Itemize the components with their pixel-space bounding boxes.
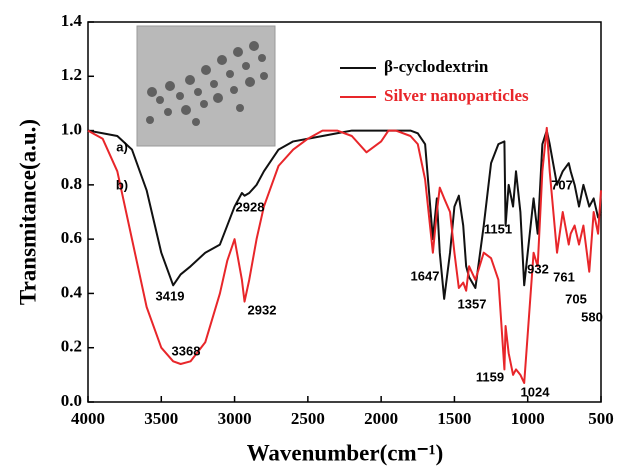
annotation: 580	[581, 309, 603, 324]
annotation: 705	[565, 291, 587, 306]
series-line	[88, 131, 601, 299]
y-tick-label: 0.0	[61, 391, 82, 410]
x-tick-label: 2500	[291, 409, 325, 428]
legend-label: β-cyclodextrin	[384, 57, 489, 76]
annotation: 761	[553, 269, 575, 284]
series-line	[88, 128, 601, 383]
annotation: 932	[527, 261, 549, 276]
y-tick-label: 0.4	[61, 282, 83, 301]
x-tick-label: 1000	[511, 409, 545, 428]
y-tick-label: 0.2	[61, 337, 82, 356]
inset-image	[137, 26, 275, 146]
x-tick-label: 500	[588, 409, 614, 428]
legend-label: Silver nanoparticles	[384, 86, 529, 105]
y-tick-label: 0.8	[61, 174, 82, 193]
y-tick-label: 1.2	[61, 65, 82, 84]
x-tick-label: 1500	[437, 409, 471, 428]
x-tick-label: 4000	[71, 409, 105, 428]
annotation: 2928	[236, 199, 265, 214]
annotation: 1159	[476, 369, 504, 384]
annotation: 1357	[458, 296, 487, 311]
y-tick-label: 1.4	[61, 11, 83, 30]
y-axis-title: Transmitance(a.u.)	[15, 119, 40, 305]
chart: Wavenumber(cm⁻¹) Transmitance(a.u.) 0.0 0…	[0, 0, 619, 473]
x-tick-label: 3500	[144, 409, 178, 428]
y-tick-label: 1.0	[61, 119, 82, 138]
annotation: 3419	[156, 288, 185, 303]
x-axis-title: Wavenumber(cm⁻¹)	[247, 440, 444, 465]
annotation: b)	[116, 177, 128, 192]
annotation: 1151	[484, 221, 512, 236]
annotation: 1647	[411, 268, 440, 283]
x-tick-label: 2000	[364, 409, 398, 428]
annotation: 707	[551, 177, 573, 192]
x-tick-label: 3000	[218, 409, 252, 428]
annotation: 1024	[521, 384, 551, 399]
y-tick-label: 0.6	[61, 228, 82, 247]
annotation: 2932	[248, 302, 277, 317]
annotation: 3368	[172, 343, 201, 358]
annotation: a)	[116, 139, 128, 154]
